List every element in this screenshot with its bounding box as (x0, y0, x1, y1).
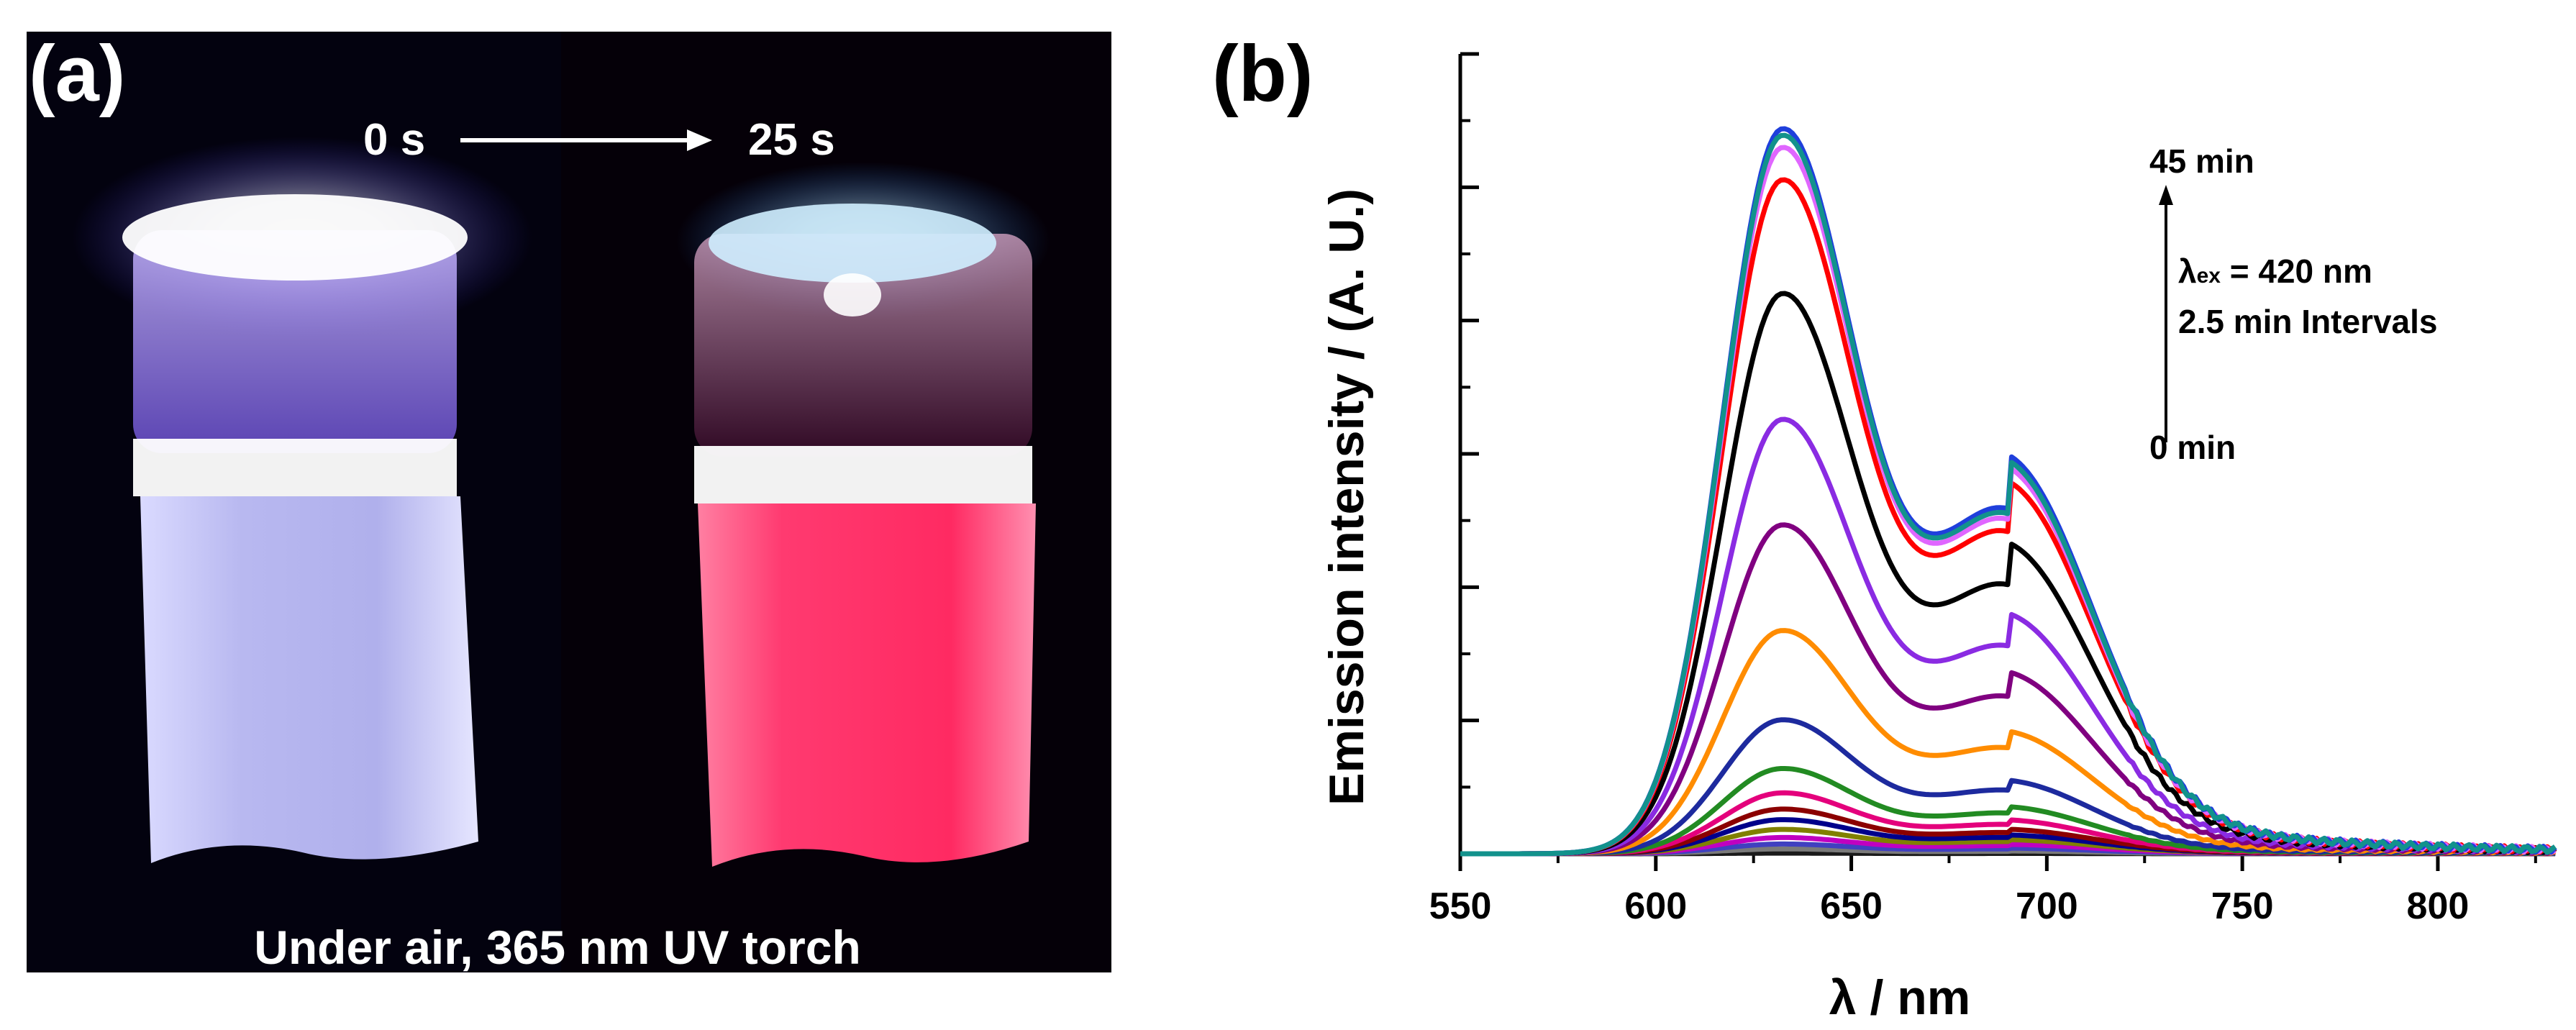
x-tick-label: 650 (1820, 885, 1883, 927)
x-tick-label: 750 (2211, 885, 2274, 927)
y-axis-label: Emission intensity / (A. U.) (1319, 188, 1374, 806)
photo-vials: (a) 0 s 25 s Under air, 365 nm UV torch (27, 29, 1111, 974)
vial-left (72, 137, 532, 863)
vial-right (676, 162, 1050, 867)
panel-a: (a) 0 s 25 s Under air, 365 nm UV torch (0, 0, 1122, 1026)
annotation-top: 45 min (2149, 142, 2254, 180)
x-tick-label: 600 (1624, 885, 1687, 927)
time-end-label: 25 s (748, 115, 835, 165)
series-line (1460, 291, 2557, 857)
panel-a-label: (a) (29, 29, 125, 118)
annotation-arrow-head (2159, 185, 2173, 205)
emission-chart: (b) 550 600 650 700 750 800 λ / nm Emission i… (1212, 29, 2557, 1025)
annotation-lambda: λex = 420 nm (2178, 252, 2372, 290)
time-annotation: 45 min λex = 420 nm 2.5 min Intervals 0 … (2149, 142, 2438, 466)
x-tick-label: 800 (2407, 885, 2470, 927)
panel-b-label: (b) (1212, 29, 1313, 118)
chart-series (1460, 126, 2557, 857)
time-arrow-head (687, 129, 712, 151)
x-axis-label: λ / nm (1829, 970, 1971, 1025)
series-line (1460, 628, 2557, 857)
time-start-label: 0 s (363, 115, 425, 165)
photo-caption: Under air, 365 nm UV torch (254, 921, 861, 974)
panel-b: (b) 550 600 650 700 750 800 λ / nm Emission i… (1122, 0, 2576, 1026)
annotation-interval: 2.5 min Intervals (2178, 303, 2438, 340)
chart-axes: 550 600 650 700 750 800 (1429, 52, 2555, 927)
annotation-bottom: 0 min (2149, 429, 2236, 466)
series-line (1460, 132, 2557, 857)
x-tick-label: 550 (1429, 885, 1492, 927)
x-tick-label: 700 (2016, 885, 2078, 927)
